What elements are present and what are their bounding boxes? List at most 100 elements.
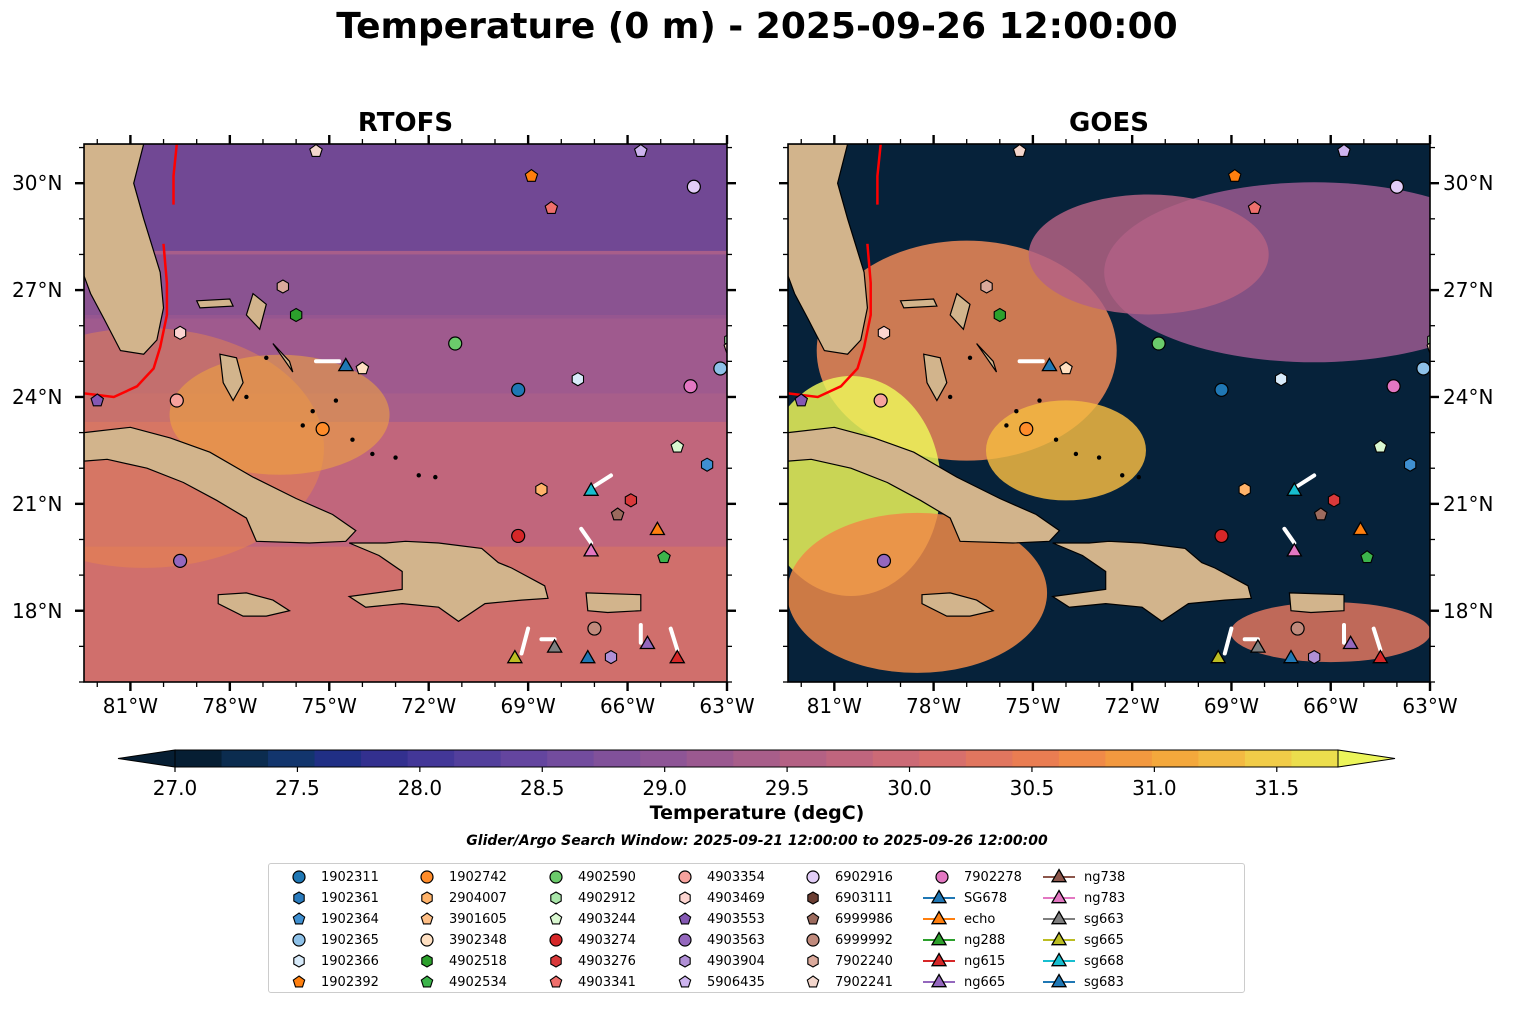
argo-float-marker <box>355 361 370 375</box>
land-andros <box>923 353 948 402</box>
colorbar-segment <box>593 750 641 767</box>
colorbar-frame <box>174 749 1339 768</box>
legend-label: 6999992 <box>835 932 893 948</box>
colorbar-segment <box>826 750 874 767</box>
triangle-icon <box>923 910 955 925</box>
island <box>433 474 438 480</box>
argo-float-marker <box>1151 336 1166 351</box>
land-abaco <box>949 292 971 331</box>
temperature-band <box>84 144 727 251</box>
argo-float-marker <box>1337 144 1351 157</box>
legend-marker <box>930 973 948 988</box>
lat-tick-label: 24°N <box>1443 384 1494 409</box>
legend-marker <box>930 910 948 925</box>
legend-label: echo <box>964 911 996 927</box>
land-grandbahama <box>899 298 938 309</box>
colorbar-segment <box>361 750 409 767</box>
colorbar-tick-label: 29.5 <box>765 776 810 800</box>
colorbar-segment <box>1105 750 1153 767</box>
argo-float-marker <box>315 421 330 437</box>
argo-float-marker <box>633 144 648 157</box>
hexagon-icon <box>293 891 305 905</box>
glider-marker <box>337 357 355 372</box>
legend-marker <box>1050 931 1068 946</box>
legend-marker <box>550 954 562 968</box>
legend-marker <box>806 870 820 884</box>
legend-label: 2904007 <box>449 890 507 906</box>
colorbar-segment <box>733 750 781 767</box>
argo-float-marker <box>624 493 638 508</box>
panel-title-goes: GOES <box>1069 108 1149 138</box>
legend-item: SG678 <box>922 888 1007 908</box>
colorbar-segment <box>779 750 827 767</box>
colorbar-segment <box>268 750 316 767</box>
lon-tick-label: 72°W <box>1104 694 1160 718</box>
land-puertorico <box>585 592 642 614</box>
lon-tick-label: 75°W <box>301 694 357 718</box>
land-jamaica <box>921 592 995 617</box>
legend-item: 4903563 <box>665 930 765 950</box>
island <box>310 409 315 414</box>
legend-marker <box>420 975 434 988</box>
legend-item: 6903111 <box>793 888 893 908</box>
map-frame <box>83 143 728 683</box>
pentagon-icon <box>292 912 306 925</box>
legend-label: sg665 <box>1084 932 1124 948</box>
argo-float-marker <box>610 507 625 521</box>
argo-float-marker <box>670 439 685 453</box>
legend-item: 3902348 <box>407 930 507 950</box>
circle-icon <box>678 870 692 884</box>
colorbar-segment <box>686 750 734 767</box>
lat-tick-label: 30°N <box>1443 171 1494 196</box>
argo-float-marker <box>511 528 526 544</box>
argo-float-marker <box>1012 144 1027 157</box>
legend-label: 7902241 <box>835 974 893 990</box>
colorbar-segment <box>500 750 548 767</box>
land-cuba <box>84 426 357 544</box>
legend-marker <box>679 954 691 968</box>
legend-label: 7902278 <box>964 869 1022 885</box>
hexagon-icon <box>807 954 819 968</box>
island <box>350 437 355 442</box>
legend-item: 4902590 <box>536 867 636 887</box>
argo-float-marker <box>1274 372 1288 387</box>
glider-track <box>1295 473 1317 488</box>
legend-label: 4903553 <box>707 911 765 927</box>
circle-icon <box>678 933 692 947</box>
argo-float-marker <box>1327 493 1341 508</box>
glider-marker <box>582 481 600 496</box>
colorbar-segment <box>1058 750 1106 767</box>
legend-label: 5906435 <box>707 974 765 990</box>
legend-marker <box>1050 952 1068 967</box>
argo-float-marker <box>544 200 559 214</box>
glider-track <box>579 526 594 545</box>
colorbar-segment <box>640 750 688 767</box>
land-cuba <box>788 426 1061 544</box>
glider-track <box>1371 626 1383 652</box>
argo-float-marker <box>1227 168 1242 182</box>
glider-marker <box>1249 638 1267 653</box>
glider-marker <box>506 649 524 664</box>
legend-item: 4903341 <box>536 972 636 992</box>
pentagon-icon <box>292 975 306 988</box>
argo-float-marker <box>876 553 892 568</box>
colorbar-segment <box>175 750 223 767</box>
legend-item: 6902916 <box>793 867 893 887</box>
hexagon-icon <box>550 954 562 968</box>
glider-marker <box>1372 649 1389 664</box>
glider-track <box>1222 626 1234 656</box>
triangle-icon <box>923 952 955 967</box>
colorbar-label: Temperature (degC) <box>649 802 865 824</box>
lon-tick-label: 81°W <box>806 694 862 718</box>
hexagon-icon <box>679 891 691 905</box>
legend-marker <box>292 870 306 884</box>
island <box>1037 398 1042 403</box>
colorbar: 27.0 27.5 28.0 28.5 29.0 29.5 30.0 30.5 31.0 31.5 <box>117 749 1396 800</box>
gulf-stream-front <box>172 144 179 205</box>
legend-label: ng288 <box>964 932 1006 948</box>
legend-marker <box>293 891 305 905</box>
argo-float-marker <box>794 393 809 407</box>
legend-item: 1902366 <box>279 951 379 971</box>
argo-float-marker <box>657 550 671 564</box>
